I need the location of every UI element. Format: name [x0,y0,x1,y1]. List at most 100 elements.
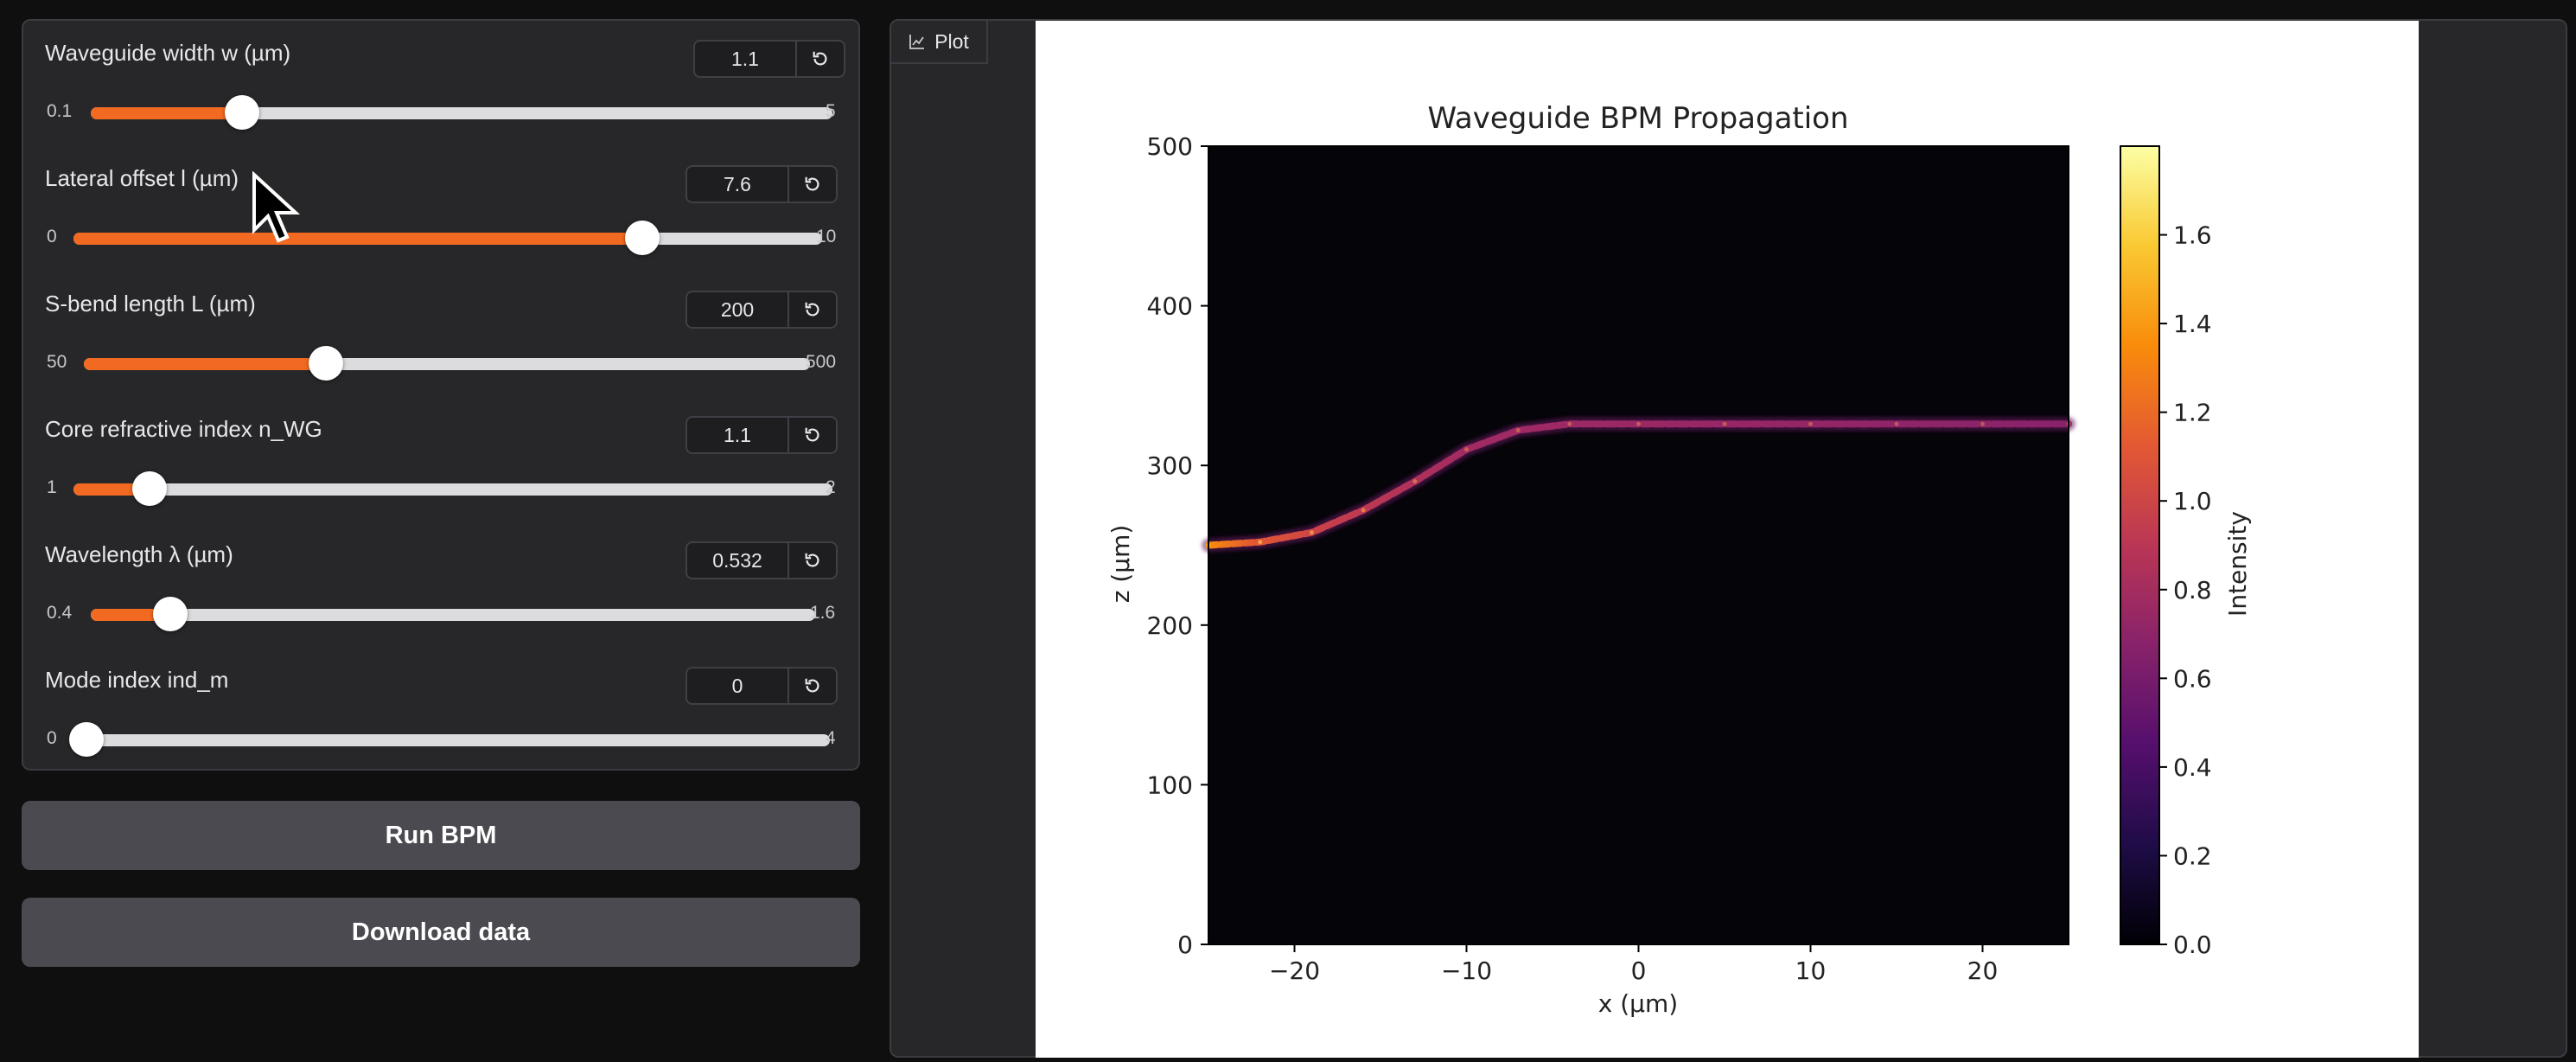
reset-button[interactable] [795,42,844,76]
reset-icon [805,302,819,317]
slider-track[interactable] [69,722,830,757]
reset-button[interactable] [787,669,836,703]
reset-button[interactable] [787,167,836,202]
beam-point [1567,421,1572,426]
slider-label: S-bend length L (µm) [45,291,256,317]
y-tick-label: 100 [1147,771,1193,799]
reset-icon [805,176,819,191]
x-tick-label: 10 [1795,956,1827,985]
heatmap-background [1208,146,2069,944]
colorbar [2120,145,2160,945]
number-box [693,40,845,78]
reset-button[interactable] [787,292,836,327]
slider-label: Waveguide width w (µm) [45,40,291,66]
beam-path [1205,420,2072,549]
colorbar-tick-label: 1.2 [2173,399,2212,427]
slider-track[interactable] [91,597,815,631]
reset-icon [805,427,819,442]
beam-point [1894,421,1899,426]
slider-thumb[interactable] [131,471,167,506]
reset-button[interactable] [787,418,836,452]
beam-point [1309,530,1314,535]
slider-thumb[interactable] [69,722,104,757]
beam-point [1464,447,1469,452]
controls-panel: Waveguide width w (µm) 0.1 5 Lateral off… [22,19,860,771]
reset-button[interactable] [787,543,836,578]
beam-point [1258,540,1263,545]
x-tick-label: −20 [1269,956,1320,985]
range-max: 500 [806,352,837,372]
chart-title: Waveguide BPM Propagation [1427,101,1848,136]
number-box [685,667,838,705]
tab-plot[interactable]: Plot [891,21,988,64]
mode-index-input[interactable] [687,669,787,703]
range-min: 0.1 [47,101,73,121]
number-box [685,291,838,329]
range-max: 1.6 [810,603,836,623]
slider-track[interactable] [73,471,832,506]
slider-fill [73,483,150,496]
slider-label: Mode index ind_m [45,667,229,693]
number-box [685,416,838,454]
x-tick-label: 20 [1967,956,1999,985]
colorbar-label: Intensity [2223,511,2252,617]
wavelength-input[interactable] [687,543,787,578]
sbend-length-input[interactable] [687,292,787,327]
slider-fill [91,609,171,621]
slider-thumb[interactable] [308,346,343,381]
colorbar-tick-label: 0.6 [2173,664,2212,693]
y-tick-label: 0 [1177,931,1193,959]
slider-fill [84,358,326,370]
beam-point [1515,428,1521,433]
slider-thumb[interactable] [153,597,188,631]
reset-icon [805,678,819,693]
x-axis-label: x (µm) [1598,989,1678,1018]
slider-thumb[interactable] [225,95,260,130]
y-tick-label: 200 [1147,611,1193,640]
run-bpm-button[interactable]: Run BPM [22,801,860,870]
number-box [685,541,838,579]
range-max: 2 [826,477,836,497]
beam-point [1361,508,1366,513]
y-tick-label: 400 [1147,292,1193,321]
reset-icon [813,51,827,66]
slider-label: Lateral offset l (µm) [45,165,239,191]
core-index-input[interactable] [687,418,787,452]
download-data-button[interactable]: Download data [22,898,860,967]
range-min: 0.4 [47,603,73,623]
range-min: 0 [47,728,57,748]
slider-sbend-length: S-bend length L (µm) 50 500 [23,272,858,393]
slider-lateral-offset: Lateral offset l (µm) 0 10 [23,146,858,267]
x-tick-label: −10 [1441,956,1492,985]
y-tick-label: 500 [1147,132,1193,161]
plot-figure: −20 −10 0 10 20 0 100 200 300 400 500 0.0 0.2 0.4 0.6… [1036,21,2419,1058]
slider-thumb[interactable] [625,221,660,255]
lateral-offset-input[interactable] [687,167,787,202]
slider-fill [73,233,643,245]
slider-track[interactable] [91,95,832,130]
y-axis-label: z (µm) [1106,525,1135,604]
beam-point [1808,421,1813,426]
range-max: 10 [816,227,837,246]
colorbar-tick-label: 1.0 [2173,487,2212,515]
x-tick-label: 0 [1631,956,1647,985]
range-min: 0 [47,227,57,246]
colorbar-tick-label: 1.4 [2173,310,2212,338]
number-box [685,165,838,203]
range-min: 1 [47,477,57,497]
range-max: 5 [826,101,836,121]
colorbar-tick-label: 0.4 [2173,753,2212,782]
reset-icon [805,553,819,567]
slider-track[interactable] [73,221,822,255]
beam-point [1980,421,1985,426]
slider-track[interactable] [84,346,810,381]
mouse-cursor-icon [252,171,301,243]
waveguide-width-input[interactable] [695,42,795,76]
colorbar-tick-label: 0.0 [2173,931,2212,959]
colorbar-tick-label: 0.8 [2173,576,2212,605]
slider-fill [91,107,243,119]
slider-waveguide-width: Waveguide width w (µm) 0.1 5 [23,21,858,142]
colorbar-tick-label: 0.2 [2173,841,2212,870]
slider-wavelength: Wavelength λ (µm) 0.4 1.6 [23,522,858,643]
